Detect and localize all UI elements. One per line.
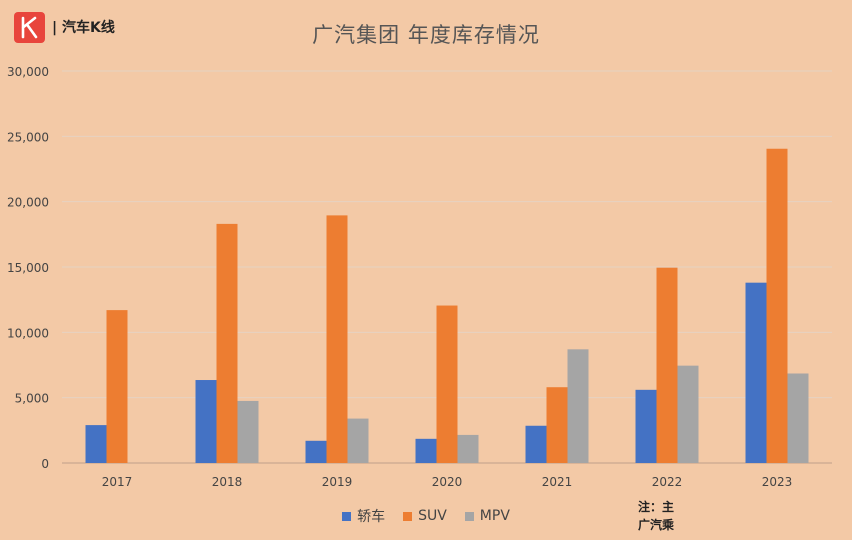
x-tick-label: 2019 bbox=[322, 475, 353, 489]
k-logo-icon bbox=[14, 12, 45, 43]
bar-suv-2021 bbox=[546, 387, 568, 463]
legend-label-mpv: MPV bbox=[479, 508, 510, 524]
chart-note: 注：主 广汽乘 bbox=[638, 498, 674, 534]
chart-title: 广汽集团 年度库存情况 bbox=[312, 23, 540, 47]
bar-suv-2023 bbox=[766, 148, 788, 463]
legend-swatch-suv bbox=[403, 511, 413, 521]
x-tick-label: 2022 bbox=[652, 475, 683, 489]
x-tick-label: 2021 bbox=[542, 475, 573, 489]
bar-suv-2019 bbox=[326, 215, 348, 463]
y-tick-label: 25,000 bbox=[7, 130, 49, 144]
bar-suv-2020 bbox=[436, 305, 458, 463]
bar-mpv-2018 bbox=[237, 400, 259, 463]
bar-suv-2017 bbox=[106, 310, 128, 463]
x-tick-label: 2020 bbox=[432, 475, 463, 489]
y-tick-label: 0 bbox=[41, 457, 49, 471]
legend-item-sedan: 轿车 bbox=[342, 506, 385, 526]
x-tick-label: 2018 bbox=[212, 475, 243, 489]
bar-轿车-2020 bbox=[415, 438, 437, 463]
legend-swatch-sedan bbox=[342, 511, 352, 521]
note-line-1: 注：主 bbox=[638, 500, 675, 514]
legend-label-suv: SUV bbox=[418, 508, 447, 524]
legend-label-sedan: 轿车 bbox=[357, 509, 386, 525]
note-line-2: 广汽乘 bbox=[638, 518, 675, 532]
bar-轿车-2017 bbox=[85, 425, 107, 463]
x-tick-label: 2023 bbox=[762, 475, 793, 489]
note-fade-overlay bbox=[672, 496, 732, 536]
y-tick-label: 30,000 bbox=[7, 65, 49, 79]
bar-mpv-2020 bbox=[457, 434, 479, 463]
bar-轿车-2019 bbox=[305, 440, 327, 463]
y-tick-label: 5,000 bbox=[15, 392, 49, 406]
bar-mpv-2021 bbox=[567, 349, 589, 463]
legend-swatch-mpv bbox=[464, 511, 474, 521]
x-tick-label: 2017 bbox=[102, 475, 133, 489]
bar-mpv-2019 bbox=[347, 418, 369, 463]
bar-轿车-2023 bbox=[745, 282, 767, 463]
bar-轿车-2018 bbox=[195, 380, 217, 463]
bar-mpv-2023 bbox=[787, 373, 809, 463]
bar-轿车-2022 bbox=[635, 389, 657, 463]
bar-mpv-2022 bbox=[677, 365, 699, 463]
logo-text: | 汽车K线 bbox=[52, 20, 115, 36]
y-tick-label: 20,000 bbox=[7, 196, 49, 210]
legend-item-mpv: MPV bbox=[464, 506, 510, 526]
legend-item-suv: SUV bbox=[403, 506, 447, 526]
bar-轿车-2021 bbox=[525, 425, 547, 463]
y-tick-label: 10,000 bbox=[7, 326, 49, 340]
bar-suv-2022 bbox=[656, 267, 678, 463]
bar-suv-2018 bbox=[216, 223, 238, 463]
y-tick-label: 15,000 bbox=[7, 261, 49, 275]
chart-legend: 轿车 SUV MPV bbox=[0, 506, 852, 526]
